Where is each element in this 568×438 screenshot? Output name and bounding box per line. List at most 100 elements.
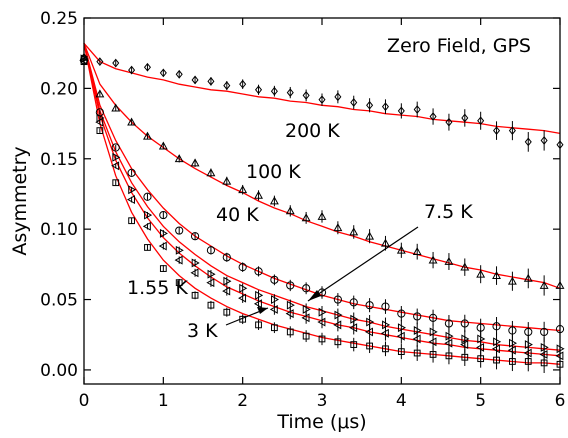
y-axis-label: Asymmetry — [9, 146, 31, 255]
point-100-k — [206, 168, 216, 177]
point-7-5-k — [318, 307, 327, 317]
point-40-k — [397, 309, 406, 318]
point-40-k — [333, 295, 342, 304]
point-200-k — [318, 95, 326, 105]
point-200-k — [350, 98, 358, 107]
fit-curve-7-5-k — [83, 43, 561, 351]
point-100-k — [539, 280, 549, 289]
point-200-k — [334, 92, 342, 102]
annotation-100k: 100 K — [246, 161, 301, 183]
point-3-k — [207, 301, 215, 309]
point-200-k — [413, 105, 421, 114]
point-7-5-k — [271, 295, 280, 304]
point-40-k — [444, 319, 454, 328]
point-1-55-k — [126, 195, 135, 205]
point-1-55-k — [460, 340, 469, 350]
point-3-k — [382, 345, 389, 353]
point-3-k — [509, 358, 516, 365]
point-3-k — [350, 341, 358, 348]
point-3-k — [461, 353, 469, 361]
point-100-k — [460, 262, 470, 271]
point-200-k — [223, 81, 231, 90]
point-200-k — [508, 126, 516, 136]
point-40-k — [143, 192, 152, 201]
point-200-k — [302, 91, 310, 100]
x-tick-label: 5 — [475, 391, 486, 411]
point-40-k — [222, 253, 231, 262]
point-40-k — [381, 302, 390, 311]
x-tick-label: 0 — [79, 391, 90, 411]
x-tick-label: 1 — [158, 391, 169, 411]
point-100-k — [349, 227, 359, 236]
point-3-k — [271, 324, 278, 332]
point-40-k — [460, 319, 469, 328]
point-40-k — [492, 322, 501, 331]
point-7-5-k — [191, 258, 200, 268]
point-200-k — [524, 137, 532, 147]
point-100-k — [444, 256, 454, 265]
point-3-k — [524, 358, 532, 365]
annotation-1-55k: 1.55 K — [127, 277, 188, 299]
point-200-k — [493, 126, 501, 136]
arrow-head-7-5k — [308, 290, 321, 301]
point-200-k — [96, 57, 104, 67]
point-100-k — [190, 158, 200, 167]
point-7-5-k — [255, 290, 264, 300]
point-3-k — [128, 217, 135, 225]
point-7-5-k — [366, 317, 375, 327]
point-40-k — [286, 281, 295, 290]
point-7-5-k — [159, 228, 168, 238]
point-200-k — [207, 76, 215, 86]
point-200-k — [445, 117, 453, 127]
point-100-k — [269, 196, 279, 205]
point-200-k — [461, 113, 469, 123]
point-1-55-k — [142, 221, 151, 231]
point-100-k — [111, 103, 121, 112]
point-40-k — [349, 298, 358, 307]
point-1-55-k — [206, 278, 215, 288]
point-40-k — [540, 327, 549, 337]
plot-frame — [83, 17, 561, 385]
point-3-k — [477, 355, 485, 363]
point-100-k — [492, 270, 501, 279]
arrow-head-3k — [257, 307, 268, 314]
point-7-5-k — [334, 310, 343, 320]
y-tick-label: 0.05 — [40, 291, 78, 311]
fit-curve-100-k — [83, 43, 561, 289]
x-axis-label: Time (μs) — [276, 411, 366, 433]
point-3-k — [112, 179, 120, 187]
point-7-5-k — [223, 276, 232, 286]
point-3-k — [96, 127, 104, 134]
point-1-55-k — [333, 320, 342, 330]
y-tick-label: 0.10 — [40, 220, 78, 240]
point-40-k — [111, 143, 120, 152]
point-3-k — [255, 321, 262, 329]
point-100-k — [412, 247, 422, 256]
y-tick-label: 0.00 — [40, 361, 78, 381]
point-3-k — [318, 335, 326, 343]
x-tick-label: 6 — [555, 391, 566, 411]
point-200-k — [159, 68, 167, 78]
point-40-k — [175, 226, 184, 235]
point-200-k — [381, 102, 389, 112]
point-1-55-k — [174, 255, 183, 265]
point-40-k — [428, 313, 438, 322]
x-tick-label: 3 — [317, 391, 328, 411]
point-1-55-k — [317, 317, 326, 327]
point-200-k — [540, 136, 548, 145]
point-3-k — [445, 352, 453, 360]
point-7-5-k — [175, 245, 184, 255]
point-3-k — [366, 342, 373, 350]
point-3-k — [175, 279, 183, 287]
point-7-5-k — [239, 283, 248, 293]
point-200-k — [239, 79, 247, 89]
point-3-k — [493, 356, 500, 364]
point-100-k — [428, 255, 438, 264]
point-3-k — [334, 338, 342, 346]
point-7-5-k — [144, 210, 153, 220]
point-200-k — [175, 69, 183, 79]
point-3-k — [191, 291, 199, 299]
point-7-5-k — [302, 304, 311, 314]
x-tick-labels: 0 1 2 3 4 5 6 — [79, 391, 566, 411]
